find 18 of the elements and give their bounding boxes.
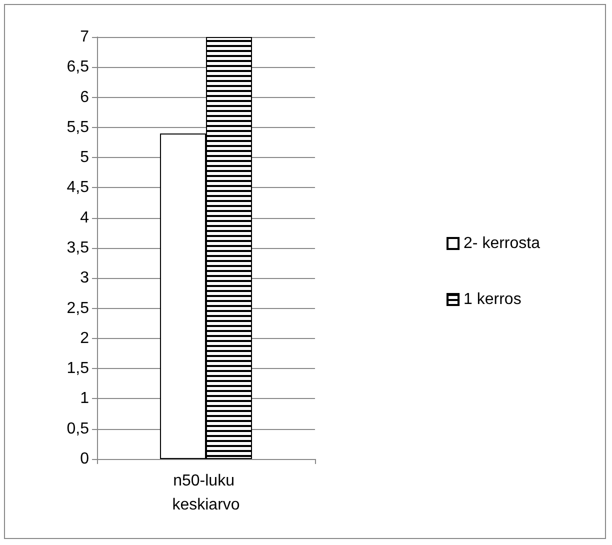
y-tick-label: 3	[80, 270, 90, 287]
y-tick-label: 4,5	[66, 179, 90, 196]
y-tick-label: 3,5	[66, 240, 90, 256]
y-tick-label: 0,5	[66, 420, 90, 438]
y-tick-label: 4	[80, 209, 90, 226]
y-tick-label: 5	[80, 149, 90, 166]
y-tick-label: 2	[80, 330, 90, 347]
x-tick-label: n50-luku keskiarvo	[172, 472, 240, 514]
legend-label: 2- kerrosta	[464, 235, 540, 252]
y-tick-label: 1	[80, 390, 90, 408]
y-tick-label: 6,5	[66, 58, 90, 76]
y-tick-label: 6	[80, 88, 90, 106]
y-tick-label: 2,5	[66, 300, 90, 317]
y-tick-label: 0	[80, 450, 90, 468]
legend-label: 1 kerros	[464, 291, 522, 308]
y-tick-label: 7	[80, 28, 90, 46]
y-tick-label: 1,5	[66, 360, 90, 378]
y-tick-label: 5,5	[66, 118, 90, 136]
